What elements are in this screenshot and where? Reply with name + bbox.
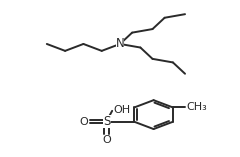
Text: N: N: [116, 38, 124, 50]
Text: CH₃: CH₃: [186, 102, 207, 112]
Text: OH: OH: [113, 105, 131, 115]
Text: S: S: [103, 115, 111, 128]
Text: O: O: [80, 117, 88, 127]
Text: O: O: [102, 135, 111, 145]
